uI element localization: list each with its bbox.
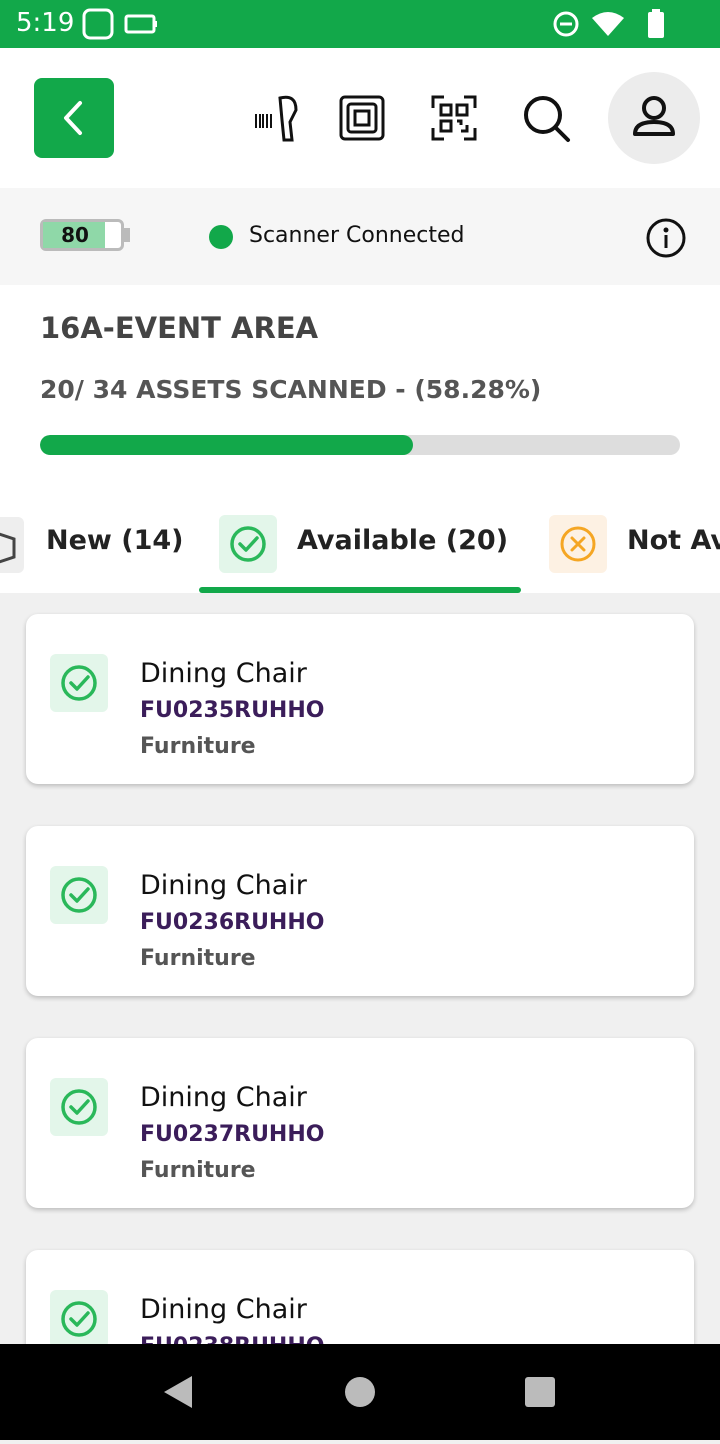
status-icons [82, 8, 157, 40]
location-title: 16A-EVENT AREA [40, 311, 319, 345]
system-icons [553, 9, 664, 38]
info-button[interactable] [644, 216, 688, 260]
tab-icon-available [219, 515, 277, 573]
search-button[interactable] [522, 94, 572, 144]
tab-new[interactable]: New (14) [46, 525, 184, 556]
tab-available[interactable]: Available (20) [297, 525, 509, 556]
asset-code: FU0238RUHHO [140, 1334, 324, 1344]
asset-category: Furniture [140, 946, 256, 971]
asset-name: Dining Chair [140, 1082, 307, 1113]
asset-status-icon [50, 1290, 108, 1344]
asset-name: Dining Chair [140, 870, 307, 901]
asset-category: Furniture [140, 1158, 256, 1183]
profile-button[interactable] [608, 72, 700, 164]
tab-not-available[interactable]: Not Available [627, 525, 720, 556]
app-header [0, 48, 720, 188]
asset-card[interactable]: Dining Chair FU0236RUHHO Furniture [26, 826, 694, 996]
asset-name: Dining Chair [140, 658, 307, 689]
asset-card[interactable]: Dining Chair FU0237RUHHO Furniture [26, 1038, 694, 1208]
tab-icon-not-available [549, 515, 607, 573]
tab-icon-new [0, 517, 24, 573]
nav-home[interactable] [345, 1377, 375, 1407]
asset-card[interactable]: Dining Chair FU0235RUHHO Furniture [26, 614, 694, 784]
progress-label: 20/ 34 ASSETS SCANNED - (58.28%) [40, 375, 542, 404]
barcode-scanner-button[interactable] [250, 92, 300, 144]
navigation-bar [0, 1344, 720, 1440]
asset-name: Dining Chair [140, 1294, 307, 1325]
progress-track [40, 435, 680, 455]
nav-back[interactable] [164, 1376, 192, 1408]
asset-list: Dining Chair FU0235RUHHO Furniture Dining C… [0, 593, 720, 1344]
status-dot [209, 225, 233, 249]
qr-button[interactable] [430, 94, 478, 142]
tab-indicator [199, 587, 521, 593]
asset-code: FU0237RUHHO [140, 1122, 325, 1147]
time: 5:19 [16, 8, 75, 38]
asset-category: Furniture [140, 734, 256, 759]
scanner-status: Scanner Connected [249, 223, 465, 248]
battery: 80 [40, 219, 124, 251]
asset-code: FU0235RUHHO [140, 698, 325, 723]
back-button[interactable] [34, 78, 114, 158]
asset-status-icon [50, 1078, 108, 1136]
progress-fill [40, 435, 413, 455]
battery-level: 80 [61, 223, 89, 247]
asset-status-icon [50, 654, 108, 712]
battery-tip [124, 228, 130, 242]
rfid-button[interactable] [338, 94, 386, 142]
nav-recents[interactable] [525, 1377, 555, 1407]
asset-card[interactable]: Dining Chair FU0238RUHHO [26, 1250, 694, 1344]
asset-status-icon [50, 866, 108, 924]
asset-code: FU0236RUHHO [140, 910, 325, 935]
location-panel: 16A-EVENT AREA 20/ 34 ASSETS SCANNED - (… [0, 285, 720, 593]
status-bar: 5:19 [0, 0, 720, 48]
scanner-bar: 80 Scanner Connected [0, 188, 720, 285]
battery-fill [43, 222, 106, 248]
